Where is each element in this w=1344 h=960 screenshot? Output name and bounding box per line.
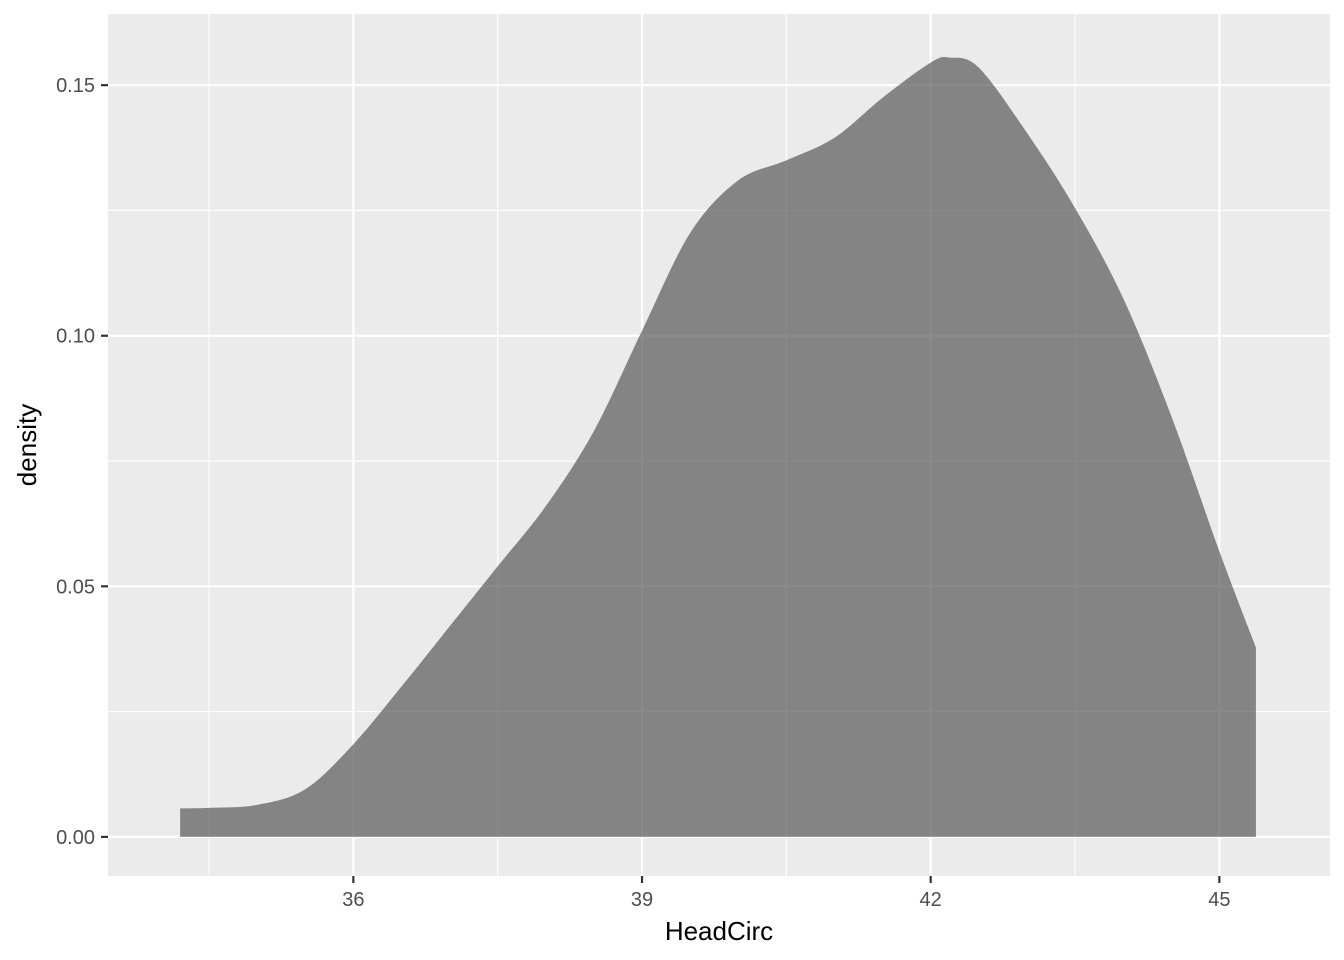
y-axis-title: density xyxy=(12,404,42,486)
y-tick-label: 0.05 xyxy=(56,576,95,598)
x-tick-label: 39 xyxy=(631,889,653,911)
x-axis: 36 39 42 45 xyxy=(342,876,1230,911)
y-tick-label: 0.00 xyxy=(56,827,95,849)
x-tick-label: 45 xyxy=(1208,889,1230,911)
y-tick-label: 0.10 xyxy=(56,326,95,348)
x-tick-label: 42 xyxy=(920,889,942,911)
y-axis: 0.00 0.05 0.10 0.15 xyxy=(56,75,108,849)
x-tick-label: 36 xyxy=(342,889,364,911)
density-area xyxy=(180,57,1256,837)
x-axis-title: HeadCirc xyxy=(665,916,773,946)
y-tick-label: 0.15 xyxy=(56,75,95,97)
